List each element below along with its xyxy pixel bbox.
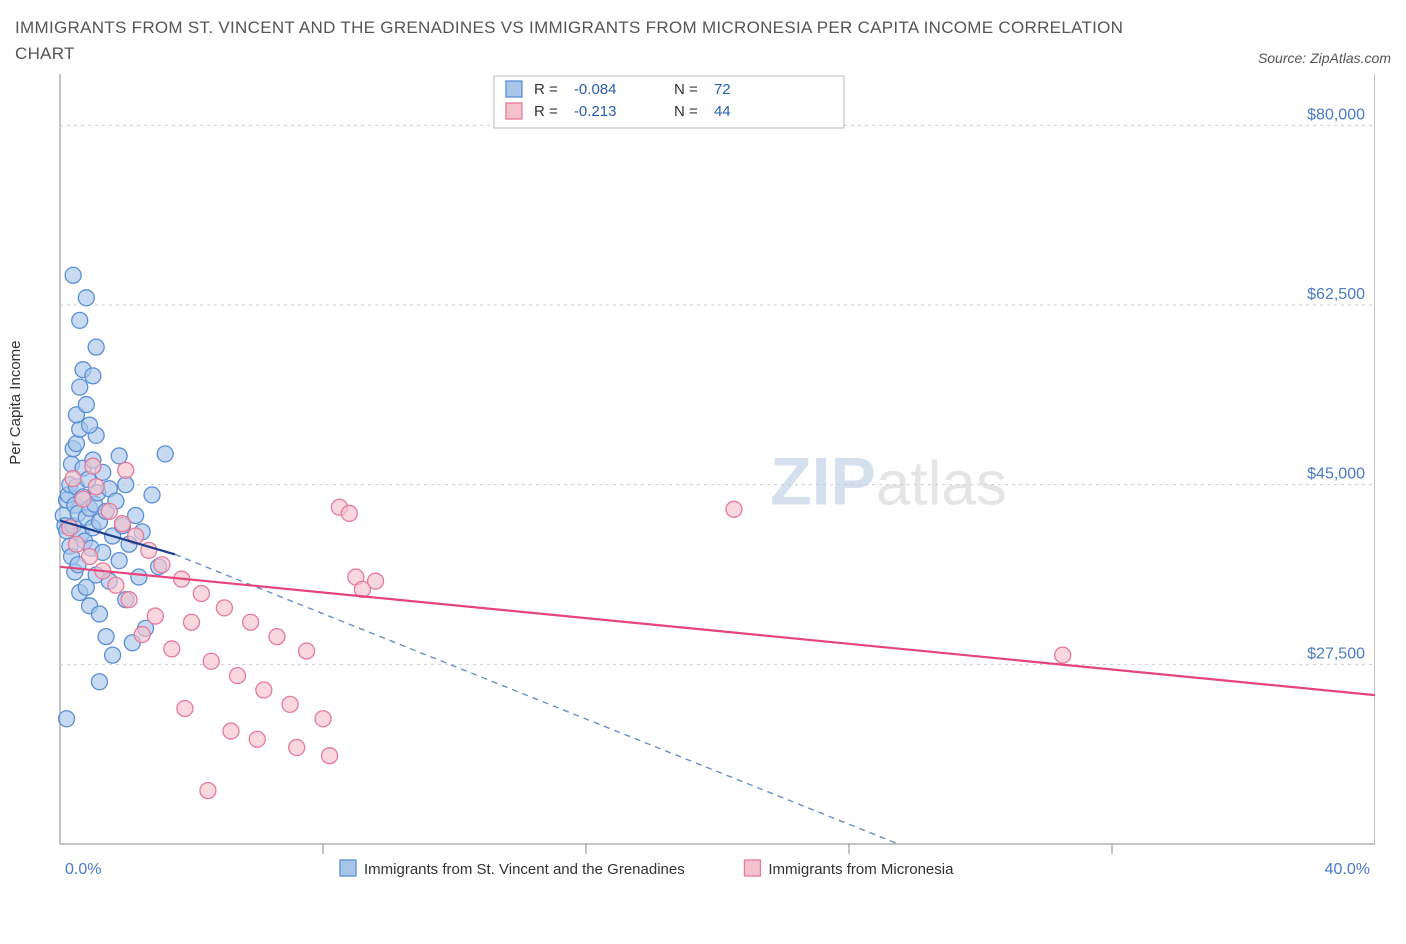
- data-point: [299, 643, 315, 659]
- data-point: [322, 748, 338, 764]
- data-point: [315, 711, 331, 727]
- data-point: [157, 446, 173, 462]
- data-point: [65, 471, 81, 487]
- data-point: [216, 600, 232, 616]
- legend-r-label: R =: [534, 81, 558, 98]
- legend-r-label: R =: [534, 103, 558, 120]
- data-point: [82, 549, 98, 565]
- data-point: [144, 487, 160, 503]
- data-point: [101, 503, 117, 519]
- data-point: [134, 627, 150, 643]
- data-point: [72, 312, 88, 328]
- data-point: [82, 417, 98, 433]
- data-point: [243, 614, 259, 630]
- x-axis-min: 0.0%: [65, 861, 101, 878]
- y-axis-label: Per Capita Income: [7, 340, 24, 464]
- data-point: [121, 592, 137, 608]
- data-point: [118, 462, 134, 478]
- data-point: [85, 368, 101, 384]
- data-point: [111, 448, 127, 464]
- data-point: [256, 682, 272, 698]
- legend-swatch: [506, 103, 522, 119]
- data-point: [88, 479, 104, 495]
- data-point: [147, 608, 163, 624]
- scatter-chart: $27,500 $45,000 $62,500 $80,000 ZIPatlas R =-…: [15, 74, 1375, 929]
- legend-n-label: N =: [674, 81, 698, 98]
- data-point: [65, 267, 81, 283]
- data-point: [118, 477, 134, 493]
- data-point: [98, 629, 114, 645]
- data-point: [85, 458, 101, 474]
- data-point: [75, 491, 91, 507]
- bottom-legend-label: Immigrants from St. Vincent and the Gren…: [364, 861, 685, 878]
- data-point: [341, 505, 357, 521]
- data-point: [164, 641, 180, 657]
- data-point: [108, 577, 124, 593]
- source-attribution: Source: ZipAtlas.com: [1258, 50, 1391, 66]
- data-point: [184, 614, 200, 630]
- legend-r-value: -0.084: [574, 81, 617, 98]
- svg-text:ZIPatlas: ZIPatlas: [770, 444, 1007, 520]
- data-point: [78, 397, 94, 413]
- data-point: [91, 606, 107, 622]
- legend-n-value: 44: [714, 103, 731, 120]
- legend-n-label: N =: [674, 103, 698, 120]
- legend-n-value: 72: [714, 81, 731, 98]
- data-point: [282, 696, 298, 712]
- data-point: [200, 783, 216, 799]
- svg-text:$27,500: $27,500: [1307, 645, 1365, 662]
- data-point: [230, 668, 246, 684]
- svg-text:$62,500: $62,500: [1307, 286, 1365, 303]
- legend-r-value: -0.213: [574, 103, 617, 120]
- data-point: [154, 557, 170, 573]
- data-point: [68, 436, 84, 452]
- data-point: [59, 711, 75, 727]
- data-point: [223, 723, 239, 739]
- data-point: [88, 339, 104, 355]
- bottom-legend-label: Immigrants from Micronesia: [768, 861, 954, 878]
- data-point: [193, 585, 209, 601]
- data-point: [111, 553, 127, 569]
- trend-line: [60, 567, 1375, 695]
- data-point: [72, 379, 88, 395]
- svg-text:$45,000: $45,000: [1307, 466, 1365, 483]
- data-point: [289, 739, 305, 755]
- data-point: [726, 501, 742, 517]
- data-point: [368, 573, 384, 589]
- data-point: [68, 536, 84, 552]
- bottom-legend-swatch: [744, 860, 760, 876]
- svg-text:$80,000: $80,000: [1307, 106, 1365, 123]
- chart-title: IMMIGRANTS FROM ST. VINCENT AND THE GREN…: [15, 15, 1135, 66]
- data-point: [1055, 647, 1071, 663]
- data-point: [78, 290, 94, 306]
- legend-swatch: [506, 81, 522, 97]
- data-point: [269, 629, 285, 645]
- data-point: [249, 731, 265, 747]
- data-point: [131, 569, 147, 585]
- data-point: [114, 516, 130, 532]
- x-axis-max: 40.0%: [1325, 861, 1370, 878]
- data-point: [91, 674, 107, 690]
- data-point: [105, 647, 121, 663]
- data-point: [203, 653, 219, 669]
- data-point: [177, 700, 193, 716]
- bottom-legend-swatch: [340, 860, 356, 876]
